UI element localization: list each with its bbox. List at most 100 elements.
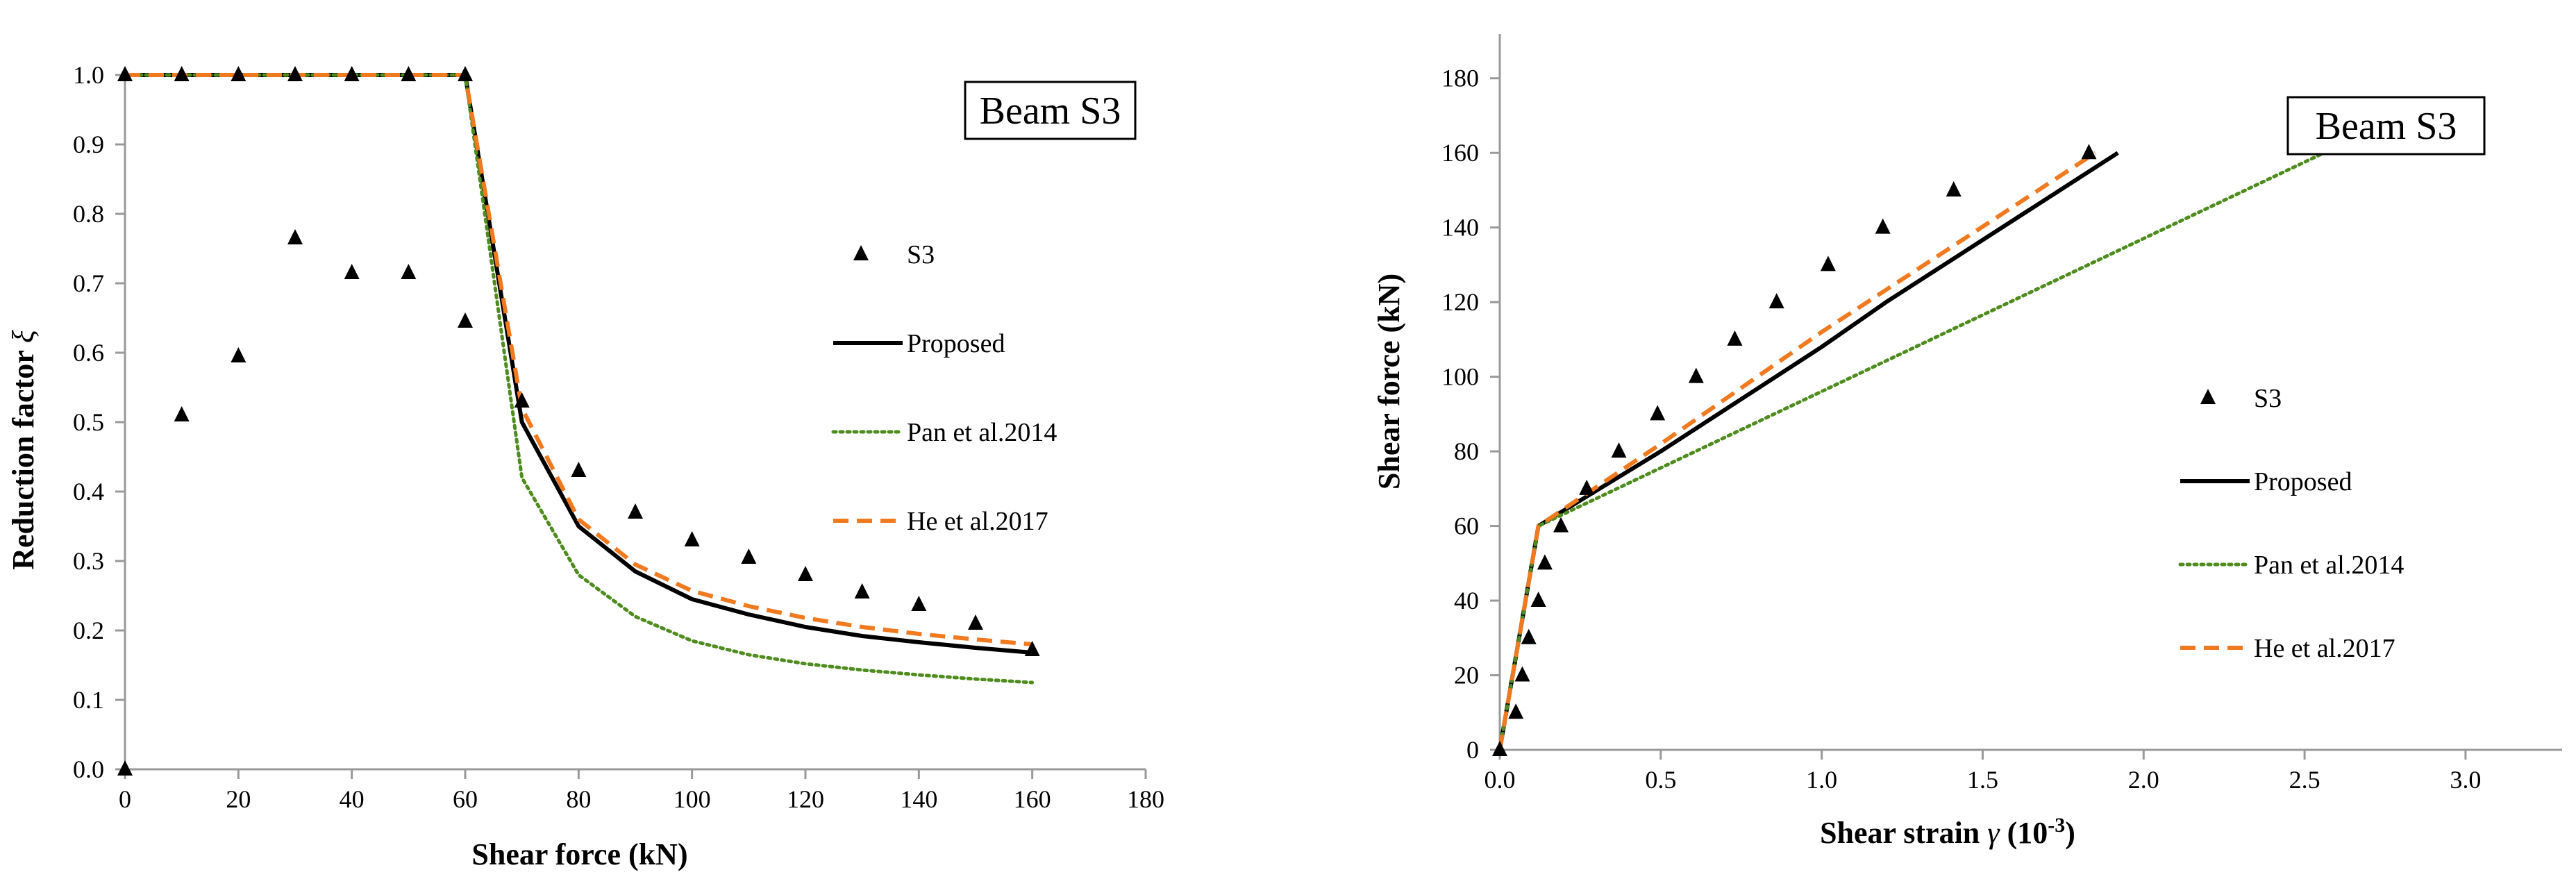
left-s3-point [571,462,587,477]
right-x-axis-title-units-close: ) [2065,816,2075,850]
left-y-tick-label: 0.4 [73,478,104,505]
right-s3-point [1508,703,1524,719]
right-x-tick-label: 3.0 [2450,766,2481,794]
left-y-tick-label: 0.1 [73,686,104,714]
right-title-box-frame [2286,96,2486,156]
right-s3-point [2081,144,2097,160]
left-s3-point [684,531,700,546]
right-legend-s3-marker [2200,389,2216,404]
left-s3-point [117,66,133,81]
left-s3-point [798,566,813,581]
right-y-axis-title: Shear force (kN) [1372,274,1406,489]
left-legend: S3 Proposed Pan et al.2014 He et al.2017 [831,240,1057,536]
left-s3-point [458,66,473,81]
right-s3-point [1514,666,1530,682]
right-legend-pan-et-al-2014-label: Pan et al.2014 [2254,551,2404,580]
left-s3-point [287,66,303,81]
right-y-tick-label: 140 [1441,214,1479,242]
left-s3-point [344,66,360,81]
left-y-tick-label: 0.7 [73,269,104,297]
left-s3-point [231,66,246,81]
right-x-axis-title-units-open: (10 [2007,816,2048,850]
right-s3-point [1727,330,1743,346]
right-x-tick-label: 2.5 [2289,766,2320,794]
left-x-tick-label: 180 [1127,785,1164,813]
right-legend-s3-label: S3 [2254,384,2282,413]
left-legend-proposed-label: Proposed [907,329,1005,358]
right-y-tick-label: 180 [1441,65,1479,92]
left-x-tick-label: 100 [674,785,711,813]
left-legend-s3-label: S3 [907,240,935,269]
left-y-tick-label: 0.5 [73,408,104,436]
right-y-tick-label: 120 [1441,288,1479,316]
left-s3-point [401,264,417,279]
right-s3-point [1768,293,1784,309]
left-line-pan-et-al-2014 [123,73,1035,685]
right-x-tick-label: 0.0 [1484,766,1516,794]
left-x-tick-label: 80 [566,785,591,813]
left-legend-he-et-al-2017-label: He et al.2017 [907,507,1048,536]
left-chart: 0 20 40 60 80 100 120 140 160 180 0.0 0.1 0.2 0.3 0.4… [6,61,1164,871]
right-y-tick-label: 40 [1454,587,1479,614]
left-y-tick-label: 0.3 [73,547,104,575]
left-s3-point [117,760,133,776]
left-s3-point [231,347,246,362]
right-s3-point [1521,628,1537,644]
left-x-tick-label: 160 [1014,785,1051,813]
left-title-box: Beam S3 [964,81,1137,140]
left-legend-pan-et-al-2014-label: Pan et al.2014 [907,418,1057,447]
left-s3-point [174,66,190,81]
left-y-axis-title-symbol: ξ [6,330,40,343]
right-y-tick-label: 100 [1441,363,1479,391]
right-s3-point [1650,405,1666,421]
right-s3-point [1579,479,1595,495]
left-s3-point [968,614,983,630]
left-s3-point [911,596,927,611]
right-legend: S3 Proposed Pan et al.2014 He et al.2017 [2178,384,2404,663]
right-x-tick-label: 2.0 [2128,766,2159,794]
left-s3-point [174,406,190,421]
left-y-tick-label: 0.2 [73,617,104,644]
left-line-he-et-al-2017 [125,73,1032,646]
right-y-tick-label: 60 [1454,512,1479,540]
right-s3-point [1553,517,1569,533]
left-s3-point [401,66,417,81]
right-title-box-label: Beam S3 [2316,105,2457,148]
left-x-tick-label: 60 [453,785,478,813]
right-line-he-et-al-2017 [1498,151,2097,751]
right-chart: 0.0 0.5 1.0 1.5 2.0 2.5 3.0 0 20 40 60 80 100 120 140… [1372,34,2562,850]
right-y-tick-label: 0 [1466,736,1479,764]
left-y-tick-label: 0.0 [73,755,104,783]
right-y-tick-label: 160 [1441,139,1479,167]
right-s3-point [1688,367,1704,383]
left-s3-point [628,503,643,519]
left-title-box-frame [964,81,1137,140]
right-x-tick-label: 1.0 [1806,766,1837,794]
right-x-axis-title-units-exp: -3 [2048,814,2065,837]
right-title-box: Beam S3 [2286,96,2486,156]
right-x-axis-title-symbol: γ [1987,816,2000,850]
left-s3-point [287,229,303,244]
right-y-tick-label: 80 [1454,437,1479,465]
right-s3-point [1820,256,1836,271]
left-s3-point [458,312,473,328]
right-x-axis-title-main: Shear strain [1820,816,1980,850]
left-y-tick-label: 0.6 [73,339,104,367]
left-x-tick-label: 140 [900,785,937,813]
left-s3-point [741,549,757,564]
left-s3-point [854,583,870,598]
left-y-axis-title: Reduction factor ξ [6,330,40,570]
left-y-tick-label: 0.8 [73,200,104,228]
left-x-tick-label: 120 [787,785,824,813]
right-legend-proposed-label: Proposed [2254,467,2352,496]
right-x-axis-title: Shear strain γ (10-3) [1820,814,2075,850]
right-s3-point [1537,554,1553,570]
right-legend-he-et-al-2017-label: He et al.2017 [2254,634,2395,663]
right-s3-point [1946,181,1962,196]
left-s3-point [1024,641,1040,656]
right-s3-point [1875,218,1891,234]
left-x-tick-label: 40 [340,785,365,813]
left-y-axis-title-main: Reduction factor [6,351,40,570]
left-legend-s3-marker [853,245,869,260]
